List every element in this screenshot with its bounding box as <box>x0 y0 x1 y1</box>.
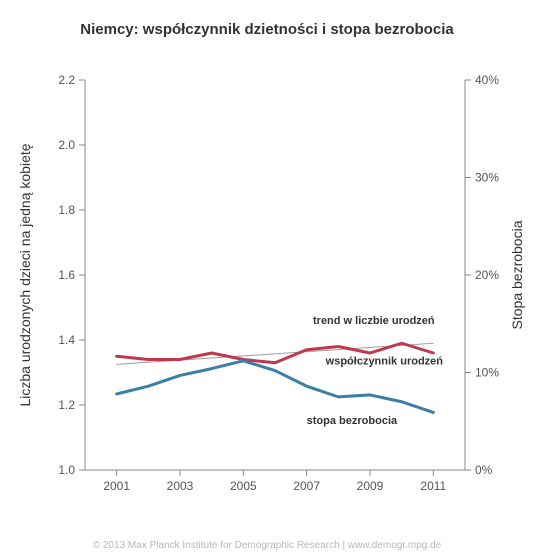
y-right-tick-label: 40% <box>475 73 499 87</box>
y-left-tick-label: 2.0 <box>58 138 75 152</box>
unemployment-line <box>117 361 434 413</box>
y-axis-left-label: Liczba urodzonych dzieci na jedną kobiet… <box>17 143 33 406</box>
y-right-tick-label: 30% <box>475 171 499 185</box>
y-left-tick-label: 1.2 <box>58 398 75 412</box>
trend-label: trend w liczbie urodzeń <box>313 315 435 327</box>
y-left-tick-label: 1.6 <box>58 268 75 282</box>
y-left-tick-label: 1.4 <box>58 333 75 347</box>
footer-text: © 2013 Max Planck Institute for Demograp… <box>93 540 442 551</box>
chart-title: Niemcy: współczynnik dzietności i stopa … <box>80 21 454 38</box>
y-right-tick-label: 0% <box>475 463 493 477</box>
x-tick-label: 2007 <box>293 479 320 493</box>
x-tick-label: 2005 <box>230 479 257 493</box>
fertility-label: współczynnik urodzeń <box>325 355 444 367</box>
y-axis-right-label: Stopa bezrobocia <box>509 220 525 329</box>
y-left-tick-label: 2.2 <box>58 73 75 87</box>
x-tick-label: 2009 <box>357 479 384 493</box>
x-tick-label: 2003 <box>167 479 194 493</box>
y-left-tick-label: 1.8 <box>58 203 75 217</box>
chart-axes: 2001 2003 2005 2007 2009 2011 1.0 1.2 1.4 1.6 1.8 2… <box>58 73 499 493</box>
chart-svg: Niemcy: współczynnik dzietności i stopa … <box>0 0 535 556</box>
y-right-tick-label: 20% <box>475 268 499 282</box>
chart-plot: trend w liczbie urodzeń współczynnik urod… <box>117 315 444 427</box>
y-right-tick-label: 10% <box>475 366 499 380</box>
x-tick-label: 2011 <box>420 479 446 493</box>
y-left-tick-label: 1.0 <box>58 463 75 477</box>
unemployment-label: stopa bezrobocia <box>307 415 398 427</box>
x-tick-label: 2001 <box>103 479 130 493</box>
